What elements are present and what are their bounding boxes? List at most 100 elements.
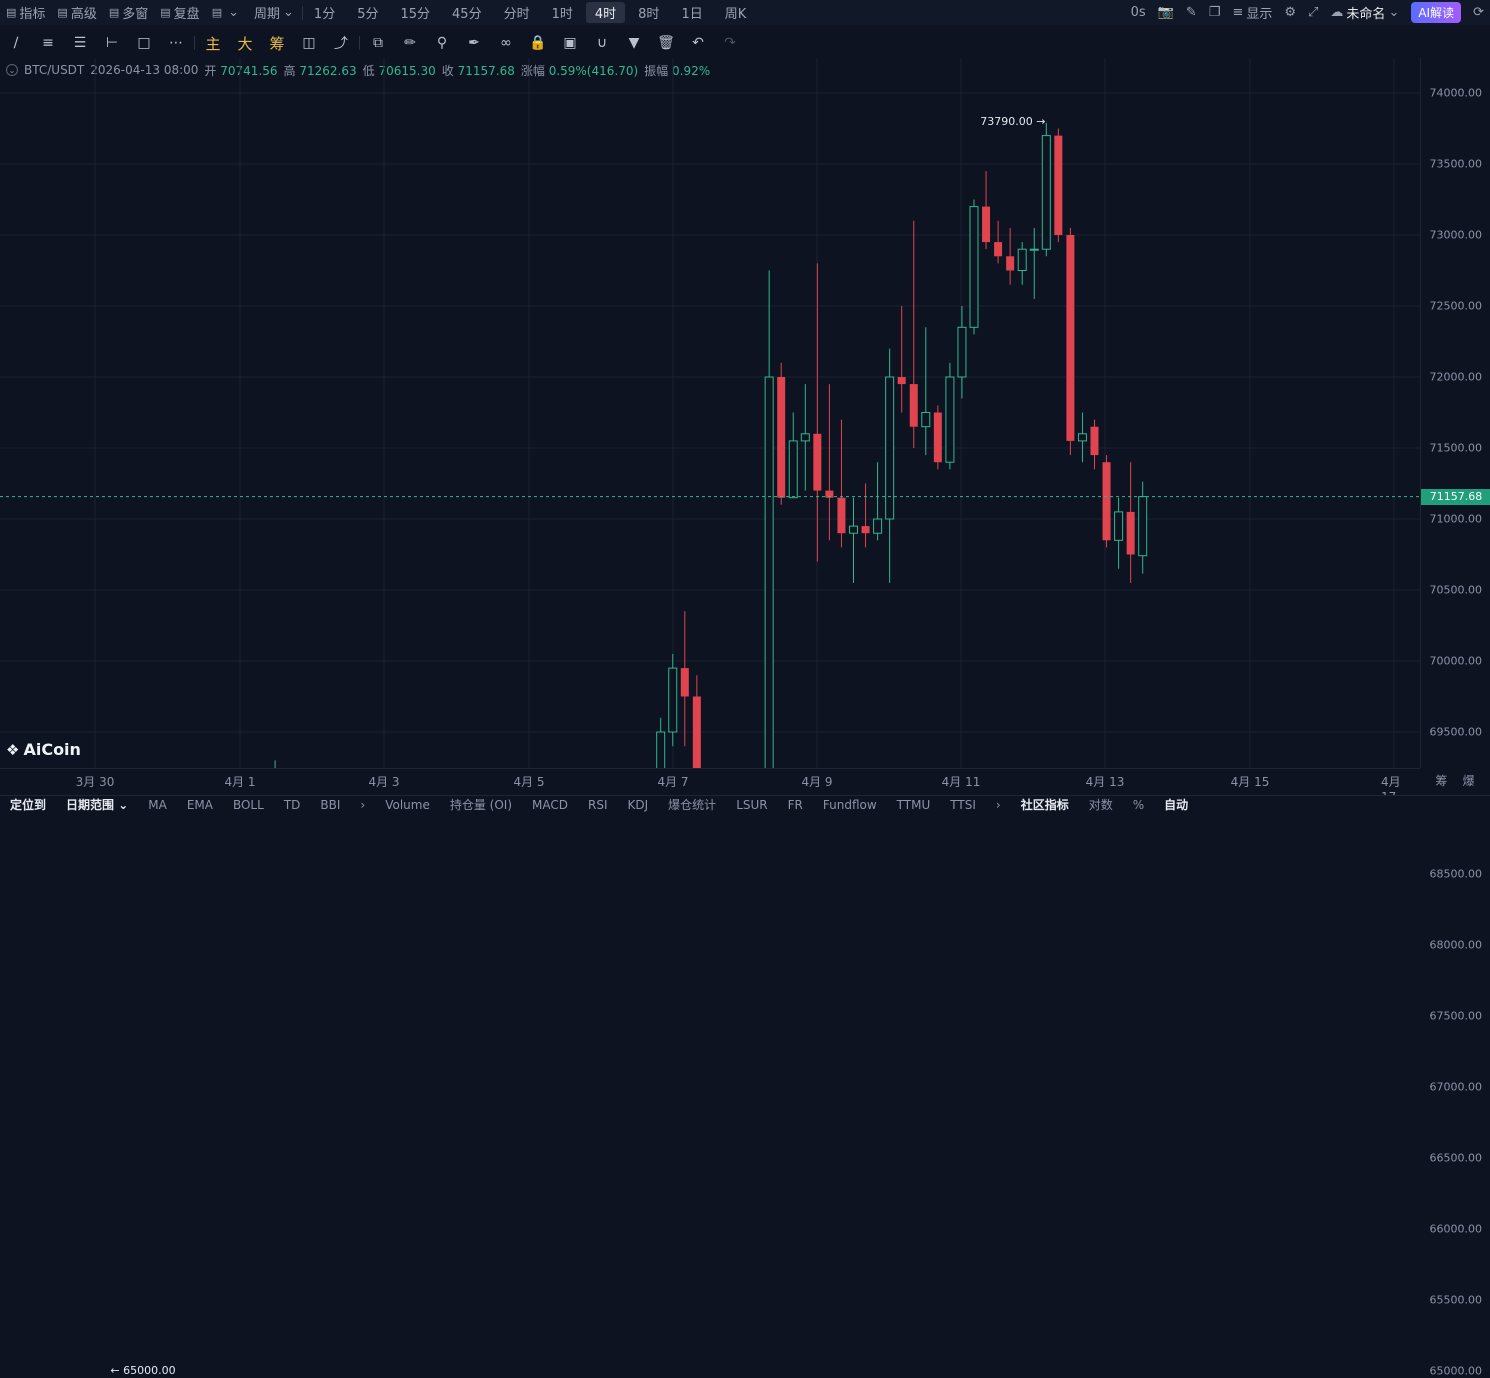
indicator-tab-10[interactable]: MACD [532, 797, 569, 812]
auto-draw-icon[interactable]: ◫ [302, 35, 316, 51]
price-tick: 73000.00 [1429, 228, 1483, 242]
candle [897, 306, 906, 413]
indicator-tab-15[interactable]: FR [787, 797, 803, 812]
indicator-tab-7[interactable]: › [360, 797, 366, 812]
period-group: 1分 5分 15分 45分 分时 1时 4时 8时 1日 周K [305, 0, 755, 25]
indicator-tab-5[interactable]: TD [283, 797, 301, 812]
measure-icon[interactable]: ⤴ [334, 36, 348, 52]
current-price-tag: 71157.68 [1421, 488, 1490, 505]
horizontal-line-icon[interactable]: ⊢ [105, 35, 119, 51]
toolbar-item-2[interactable]: ▤ 多窗 [103, 0, 154, 25]
high-label: 高 [283, 63, 296, 78]
indicator-tab-3[interactable]: EMA [186, 797, 213, 812]
brush-icon[interactable]: ✒ [468, 35, 480, 51]
open-field: 开 70741.56 [204, 62, 277, 79]
toolbar-item-4[interactable]: ▤ ⌄ [206, 0, 245, 25]
period-tab-0[interactable]: 1分 [313, 7, 336, 22]
period-tab-6[interactable]: 4时 [585, 2, 626, 23]
time-axis[interactable]: 3月 30 4月 1 4月 3 4月 5 4月 7 4月 9 4月 11 4月 13 4月 15… [0, 768, 1420, 804]
pattern-icon[interactable]: ∞ [500, 35, 512, 51]
settings-icon[interactable]: ⚙ [1284, 5, 1297, 20]
parallel-lines-icon[interactable]: ≡ [42, 35, 54, 51]
main-force-button[interactable]: 主 [205, 34, 221, 53]
price-tick: 72000.00 [1429, 370, 1483, 384]
indicator-tab-17[interactable]: TTMU [896, 797, 931, 812]
window-icon[interactable]: ❐ [1208, 5, 1221, 20]
symbol-label: BTC/USDT [24, 63, 85, 77]
trash-icon[interactable]: 🗑 [657, 35, 675, 51]
indicator-tab-20[interactable]: 社区指标 [1020, 798, 1069, 812]
chevron-down-icon: ⌄ [1388, 5, 1400, 20]
price-axis[interactable]: 71157.68 74000.00 73500.00 73000.00 72500.0… [1420, 58, 1490, 1378]
copy-icon[interactable]: ⧉ [373, 35, 383, 51]
indicator-tab-16[interactable]: Fundflow [822, 797, 877, 812]
fullscreen-icon[interactable]: ⤢ [1308, 5, 1319, 20]
candle [957, 306, 967, 399]
indicator-tab-23[interactable]: 自动 [1164, 798, 1189, 812]
indicator-tab-22[interactable]: % [1132, 797, 1145, 812]
filter-icon[interactable]: ▼ [628, 35, 640, 51]
indicator-tab-6[interactable]: BBI [320, 797, 341, 812]
indicator-tab-2[interactable]: MA [148, 797, 167, 812]
indicator-tab-11[interactable]: RSI [588, 797, 608, 812]
fib-lines-icon[interactable]: ☰ [73, 35, 87, 51]
ai-interpret-button[interactable]: AI解读 [1411, 2, 1462, 23]
large-order-button[interactable]: 大 [237, 34, 253, 53]
indicator-tab-19[interactable]: › [995, 797, 1001, 812]
price-tick: 66000.00 [1429, 1222, 1483, 1236]
candle-body [813, 433, 822, 491]
undo-icon[interactable]: ↶ [692, 35, 704, 51]
zoom-icon[interactable]: ⚲ [436, 35, 448, 51]
multiwindow-icon: ▤ [108, 6, 120, 19]
hide-icon[interactable]: ▣ [563, 35, 577, 51]
toolbar-item-0[interactable]: ▤ 指标 [0, 0, 51, 25]
ruler-icon[interactable]: ✏ [404, 35, 416, 51]
more-tools-icon[interactable]: ⋯ [169, 35, 183, 51]
rectangle-icon[interactable]: □ [137, 35, 151, 51]
indicator-tab-8[interactable]: Volume [385, 797, 430, 812]
redo-icon[interactable]: ↷ [724, 35, 736, 51]
indicator-tab-9[interactable]: 持仓量 (OI) [449, 798, 513, 812]
share-icon[interactable]: ⟳ [1473, 5, 1484, 20]
price-tick: 68500.00 [1429, 867, 1483, 881]
countdown-label: 0s [1130, 5, 1146, 20]
amplitude-label: 振幅 [644, 63, 669, 78]
period-tab-7[interactable]: 8时 [638, 7, 660, 22]
camera-icon[interactable]: 📷 [1157, 5, 1174, 20]
indicator-tab-14[interactable]: LSUR [736, 797, 768, 812]
lock-icon[interactable]: 🔒 [529, 35, 547, 51]
indicator-tab-4[interactable]: BOLL [232, 797, 264, 812]
indicator-icon: ▤ [6, 6, 17, 19]
period-tab-8[interactable]: 1日 [681, 7, 703, 22]
chip-toggle[interactable]: 筹 [1435, 773, 1448, 788]
indicator-tab-1[interactable]: 日期范围 ⌄ [66, 798, 129, 812]
indicator-tab-12[interactable]: KDJ [627, 797, 649, 812]
edit-icon[interactable]: ✎ [1185, 5, 1197, 20]
indicator-tab-0[interactable]: 定位到 [10, 798, 47, 812]
chip-distribution-button[interactable]: 筹 [269, 34, 285, 53]
period-tab-5[interactable]: 1时 [551, 7, 573, 22]
trendline-icon[interactable]: ∕ [13, 35, 19, 51]
indicator-tab-13[interactable]: 爆仓统计 [668, 798, 717, 812]
display-button[interactable]: ≡ 显示 [1226, 0, 1278, 25]
liquidation-toggle[interactable]: 爆 [1462, 773, 1475, 788]
price-tick: 72500.00 [1429, 299, 1483, 313]
toolbar-item-5[interactable]: 周期 ⌄ [245, 0, 300, 25]
indicator-tab-18[interactable]: TTSI [950, 797, 976, 812]
axis-corner: 筹 爆 [1420, 768, 1490, 792]
period-tab-1[interactable]: 5分 [357, 7, 379, 22]
period-tab-3[interactable]: 45分 [452, 7, 482, 22]
candle [1017, 242, 1027, 285]
low-label: 低 [362, 63, 375, 78]
account-button[interactable]: ☁ 未命名 ⌄ [1324, 0, 1405, 25]
low-field: 低 70615.30 [363, 62, 436, 79]
period-tab-9[interactable]: 周K [724, 7, 747, 22]
toolbar-item-3[interactable]: ▤ 复盘 [154, 0, 205, 25]
candlestick-chart[interactable] [0, 58, 1420, 768]
magnet-icon[interactable]: ∪ [596, 35, 608, 51]
period-tab-2[interactable]: 15分 [400, 7, 431, 22]
indicator-tab-21[interactable]: 对数 [1088, 798, 1113, 812]
period-tab-4[interactable]: 分时 [503, 7, 530, 22]
toolbar-item-1[interactable]: ▤ 高级 [51, 0, 102, 25]
collapse-icon[interactable]: ⌄ [6, 64, 18, 76]
